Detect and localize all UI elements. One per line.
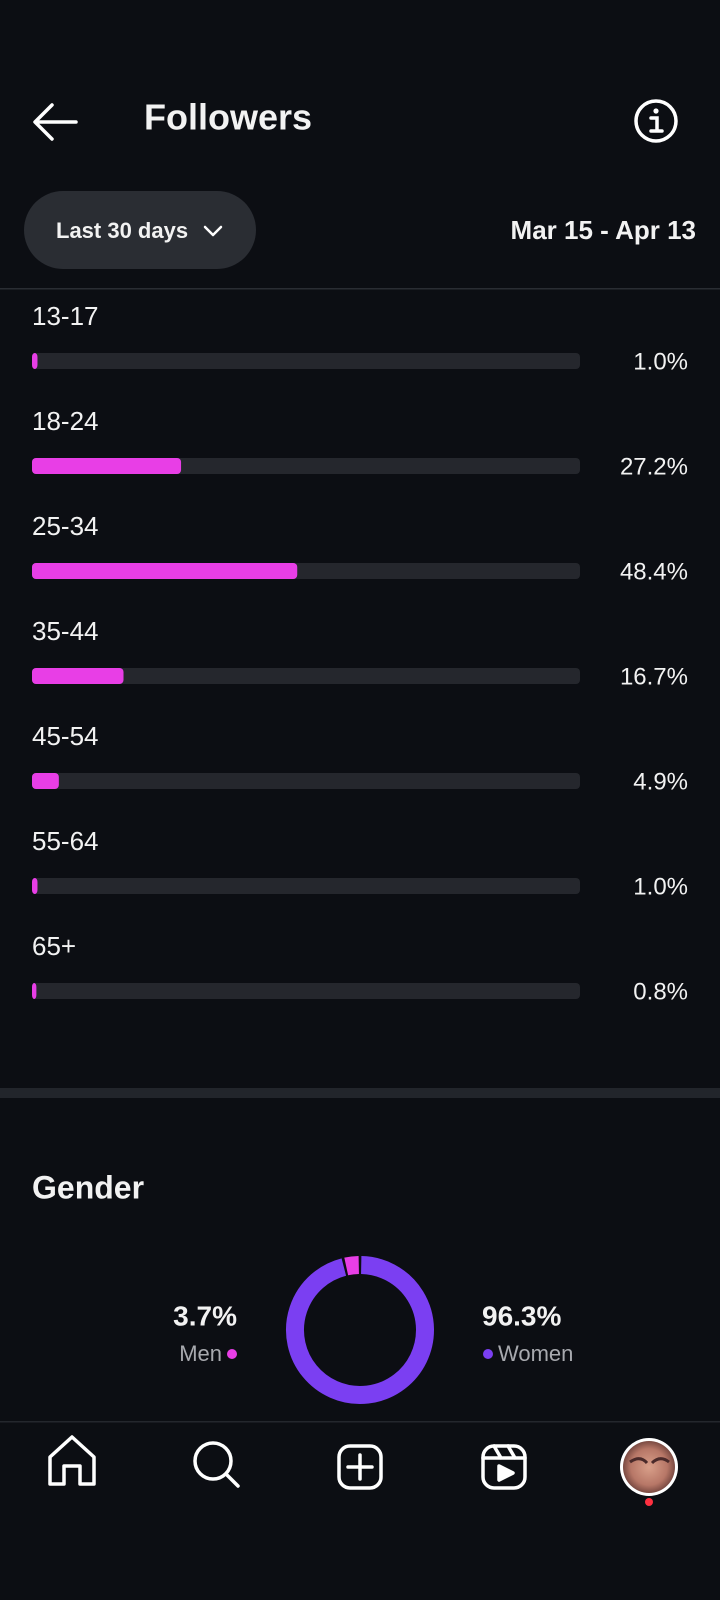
men-value: 3.7% — [173, 1300, 237, 1331]
bottom-nav — [0, 1421, 720, 1600]
age-label: 55-64 — [32, 826, 99, 856]
donut-segment — [344, 1256, 360, 1276]
bar — [32, 983, 37, 999]
search-handle — [224, 1472, 240, 1488]
info-dot — [653, 108, 659, 114]
age-label: 35-44 — [32, 616, 99, 646]
bar-track — [32, 668, 580, 684]
value-label: 1.0% — [633, 348, 688, 375]
reels-top — [481, 1444, 527, 1460]
page-title: Followers — [144, 97, 312, 138]
create-plus — [346, 1453, 374, 1481]
profile-tab[interactable] — [620, 1438, 678, 1506]
info-stem — [649, 116, 664, 133]
search-icon[interactable] — [193, 1441, 240, 1488]
dropdown-chevron — [203, 225, 223, 237]
bar — [32, 563, 298, 579]
value-label: 0.8% — [633, 978, 688, 1005]
home-icon[interactable] — [48, 1435, 96, 1486]
dropdown-pill — [24, 191, 256, 269]
bar-track — [32, 878, 580, 894]
reels-icon[interactable] — [481, 1444, 527, 1490]
create-frame — [337, 1444, 383, 1490]
info-ring — [634, 99, 678, 143]
notification-dot — [645, 1498, 653, 1506]
search-lens — [193, 1441, 233, 1481]
bar — [32, 878, 38, 894]
bar-track — [32, 353, 580, 369]
value-label: 1.0% — [633, 873, 688, 900]
reels-frame — [481, 1444, 527, 1490]
value-label: 48.4% — [620, 558, 688, 585]
avatar — [623, 1441, 675, 1493]
period-label: Last 30 days — [56, 218, 188, 243]
women-value: 96.3% — [482, 1300, 561, 1331]
bar — [32, 353, 38, 369]
age-chart: 13-17 1.0% 18-24 27.2% 25-34 48.4% 35-44 16.7% 4… — [32, 301, 688, 1005]
men-label: Men — [179, 1341, 222, 1366]
nav-divider — [0, 1421, 720, 1423]
bar — [32, 458, 182, 474]
age-label: 45-54 — [32, 721, 99, 751]
donut-segment — [286, 1256, 434, 1404]
divider — [0, 288, 720, 290]
gender-title: Gender — [32, 1169, 144, 1205]
reels-play — [497, 1464, 515, 1482]
back-button[interactable] — [33, 103, 78, 141]
back-arrow — [33, 103, 78, 141]
bar-track — [32, 773, 580, 789]
date-range: Mar 15 - Apr 13 — [511, 215, 696, 245]
section-divider — [0, 1088, 720, 1098]
age-label: 18-24 — [32, 406, 99, 436]
gender-chart: 3.7% Men 96.3% Women — [173, 1256, 573, 1404]
value-label: 27.2% — [620, 453, 688, 480]
age-label: 25-34 — [32, 511, 99, 541]
value-label: 16.7% — [620, 663, 688, 690]
info-button[interactable] — [634, 99, 678, 143]
period-dropdown[interactable]: Last 30 days — [24, 191, 256, 269]
women-dot — [483, 1349, 493, 1359]
bar — [32, 668, 124, 684]
value-label: 4.9% — [633, 768, 688, 795]
create-icon[interactable] — [337, 1444, 383, 1490]
avatar-eyes — [629, 1457, 670, 1465]
women-label: Women — [498, 1341, 573, 1366]
bar-track — [32, 983, 580, 999]
men-dot — [227, 1349, 237, 1359]
bar — [32, 773, 59, 789]
age-label: 13-17 — [32, 301, 99, 331]
age-label: 65+ — [32, 931, 76, 961]
